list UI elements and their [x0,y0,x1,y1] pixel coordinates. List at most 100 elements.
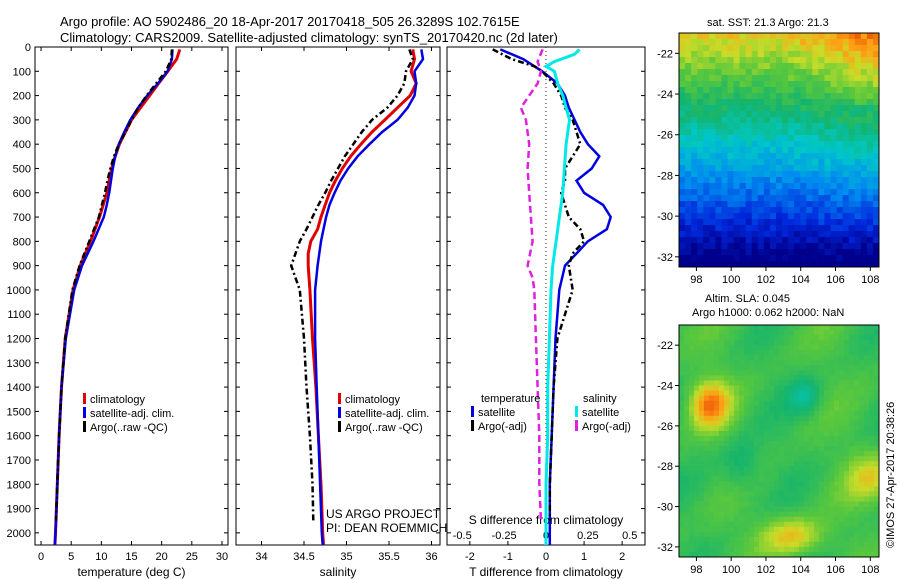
map-cell [834,345,840,351]
map-cell [734,461,740,467]
map-cell [804,521,810,528]
map-cell [751,123,759,130]
map-cell [745,129,753,136]
map-cell [789,380,795,386]
map-cell [784,395,790,402]
map-cell [699,501,705,507]
map-cell [839,511,845,518]
map-cell [824,111,831,118]
map-cell [844,365,850,371]
map-cell [854,430,860,437]
y-tick-label: 0 [25,42,31,54]
x-tick-label: 0 [543,551,549,563]
map-cell [834,420,840,427]
map-cell [745,219,753,226]
map-cell [679,153,686,160]
map-cell [842,261,850,268]
map-cell [739,51,747,58]
map-cell [842,165,850,172]
map-cell [704,425,710,432]
map-cell [715,165,722,172]
map-cell [806,213,813,220]
map-cell [804,350,810,356]
map-cell [745,39,753,46]
map-cell [689,551,695,558]
map-cell [714,380,720,386]
map-cell [709,153,716,160]
map-cell [819,415,825,422]
map-cell [689,451,695,457]
map-cell [679,496,685,502]
map-cell [839,415,845,422]
map-cell [739,410,745,417]
map-cell [799,496,805,502]
map-cell [849,536,855,543]
map-cell [794,129,801,136]
map-cell [784,365,790,371]
map-cell [809,355,815,361]
map-cell [684,491,690,497]
map-cell [721,99,728,106]
map-cell [697,147,704,154]
map-cell [684,456,690,462]
map-cell [769,350,775,356]
map-cell [684,531,690,538]
x-tick-label: 36 [425,551,437,563]
map-cell [729,506,735,513]
map-cell [727,69,734,76]
map-cell [684,476,690,482]
map-cell [834,516,840,523]
map-cell [812,177,819,184]
map-cell [763,255,771,262]
map-cell [714,425,720,432]
map-cell [859,420,865,427]
map-cell [769,129,777,136]
map-cell [704,405,710,412]
map-cell [854,501,860,507]
map-cell [724,511,730,518]
map-cell [774,435,780,442]
map-cell [694,526,700,533]
figure-title-line2: Climatology: CARS2009. Satellite-adjuste… [60,30,558,45]
map-cell [704,360,710,366]
map-cell [834,415,840,422]
map-cell [684,506,690,513]
map-cell [819,395,825,402]
map-cell [864,355,870,361]
map-cell [739,385,745,391]
map-cell [685,219,692,226]
map-cell [699,345,705,351]
map-cell [749,355,755,361]
map-cell [719,365,725,371]
map-cell [812,201,819,208]
map-cell [836,159,844,166]
map-cell [709,213,716,220]
map-cell [818,231,825,238]
map-cell [697,81,704,88]
map-cell [824,207,831,214]
map-cell [848,207,856,214]
map-cell [806,105,813,112]
map-cell [733,231,741,238]
map-cell [854,355,860,361]
map-cell [779,446,785,452]
map-cell [800,177,807,184]
map-cell [715,147,722,154]
map-cell [830,99,837,106]
map-cell [759,355,765,361]
map-cell [859,415,865,422]
map-cell [727,117,734,124]
map-cell [684,350,690,356]
map-cell [788,261,795,268]
map-cell [848,159,856,166]
map-cell [697,153,704,160]
map-cell [757,87,765,94]
map-cell [779,481,785,487]
map-cell [872,255,880,262]
map-cell [769,375,775,381]
map-cell [788,219,795,226]
y-tick-label: -30 [657,502,673,514]
map-cell [788,57,795,64]
x-tick-label: 15 [125,551,137,563]
map-cell [834,526,840,533]
